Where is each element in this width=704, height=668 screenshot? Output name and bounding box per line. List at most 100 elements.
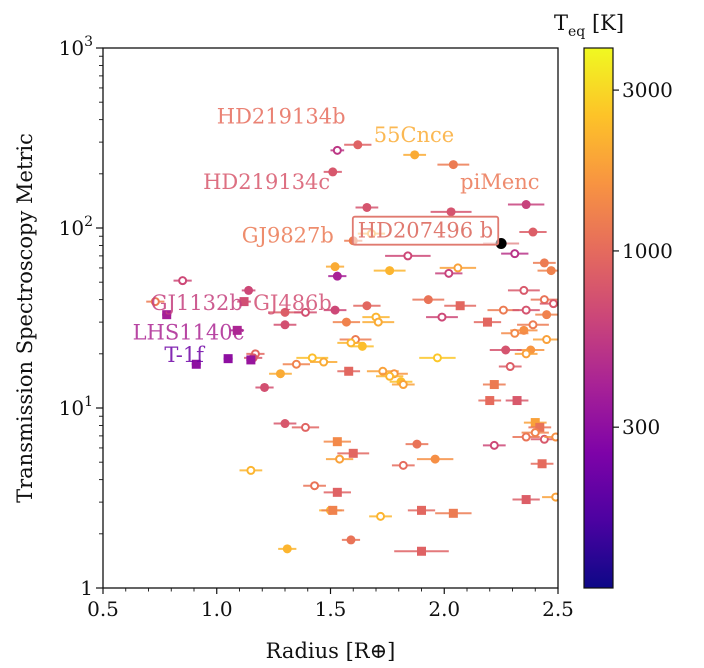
planet-label: 55Cnce [374, 123, 455, 147]
marker-open-circle [376, 511, 386, 521]
marker-open-circle [178, 276, 188, 286]
marker-open-circle [291, 359, 301, 369]
marker-open-circle [498, 305, 508, 315]
marker-open-circle [519, 285, 529, 295]
marker-open-circle [398, 460, 408, 470]
marker-filled-circle [423, 295, 433, 305]
data-points [146, 140, 558, 556]
data-point [282, 359, 311, 369]
marker-square [530, 418, 540, 428]
marker-open-circle [385, 371, 395, 381]
data-point [337, 366, 361, 376]
marker-filled-circle [280, 320, 290, 330]
marker-square [191, 359, 201, 369]
planet-label: GJ9827b [242, 224, 334, 248]
marker-square [223, 354, 233, 364]
marker-filled-circle [280, 307, 290, 317]
x-tick-label: 0.5 [87, 597, 119, 621]
data-point [407, 505, 436, 515]
data-point [337, 448, 370, 458]
marker-square [417, 505, 426, 515]
marker-open-circle [319, 357, 329, 367]
data-point [323, 437, 351, 447]
y-tick-label: 102 [59, 214, 93, 240]
colorbar: 300 1000 3000 Teq [K] [554, 11, 673, 589]
marker-square [448, 508, 458, 518]
marker-filled-circle [362, 301, 372, 311]
marker-filled-circle [542, 310, 552, 320]
marker-filled-circle [260, 382, 270, 392]
marker-filled-circle [280, 419, 290, 429]
marker-square [246, 355, 256, 365]
y-tick-label: 101 [59, 394, 93, 420]
marker-square [328, 505, 338, 515]
data-point [435, 508, 472, 518]
y-tick-label: 1 [80, 576, 93, 600]
marker-open-circle [521, 305, 531, 315]
data-point [328, 271, 347, 281]
data-point [385, 251, 431, 261]
planet-label: GJ1132b [151, 291, 243, 315]
marker-open-circle [398, 380, 408, 390]
data-point [303, 481, 326, 491]
marker-square [332, 487, 342, 497]
data-point [505, 396, 529, 406]
planet-label: HD219134c [203, 170, 330, 194]
data-point [426, 312, 458, 322]
colorbar-title: Teq [K] [554, 11, 624, 40]
data-point [323, 305, 347, 315]
data-point [537, 266, 558, 276]
marker-square [348, 448, 358, 458]
data-point [325, 454, 354, 464]
colorbar-gradient [583, 47, 614, 589]
marker-filled-circle [346, 535, 356, 545]
x-tick-label: 1.0 [201, 597, 233, 621]
data-point [146, 297, 165, 307]
marker-square [332, 437, 342, 447]
data-point [437, 160, 470, 170]
data-point [325, 262, 345, 272]
planet-label: HD219134b [217, 105, 346, 129]
data-point [191, 359, 201, 369]
colorbar-tick-label: 1000 [622, 239, 673, 263]
data-point [544, 432, 558, 442]
marker-filled-circle [330, 305, 340, 315]
marker-filled-circle [332, 271, 342, 281]
marker-open-circle [521, 432, 531, 442]
data-point [241, 285, 256, 295]
data-point [323, 487, 351, 497]
marker-square [162, 310, 172, 320]
data-point [391, 460, 415, 470]
marker-filled-circle [275, 369, 285, 379]
planet-label: T-1f [164, 343, 206, 367]
data-point [473, 317, 502, 327]
data-point [321, 505, 345, 515]
data-point [521, 428, 549, 438]
marker-open-circle [373, 317, 383, 327]
planet-label: piMenc [460, 170, 539, 194]
marker-filled-circle [521, 200, 531, 210]
data-point [373, 266, 406, 276]
data-point [512, 305, 540, 315]
marker-square [232, 325, 242, 335]
data-point [294, 307, 317, 317]
data-point [369, 511, 392, 521]
data-point [239, 465, 263, 475]
marker-open-circle [510, 328, 520, 338]
data-point [482, 440, 506, 450]
marker-open-circle [300, 422, 310, 432]
marker-square [489, 380, 499, 390]
data-point [532, 335, 558, 345]
marker-square [417, 546, 426, 556]
marker-filled-circle [362, 202, 372, 212]
marker-filled-circle [353, 140, 363, 150]
data-point [353, 301, 381, 311]
marker-filled-circle [330, 262, 340, 272]
data-point [269, 369, 292, 379]
data-point [489, 345, 522, 355]
data-point [376, 371, 404, 381]
marker-open-circle [505, 362, 515, 372]
colorbar-tick-label: 300 [622, 415, 660, 439]
marker-open-circle [444, 268, 454, 278]
